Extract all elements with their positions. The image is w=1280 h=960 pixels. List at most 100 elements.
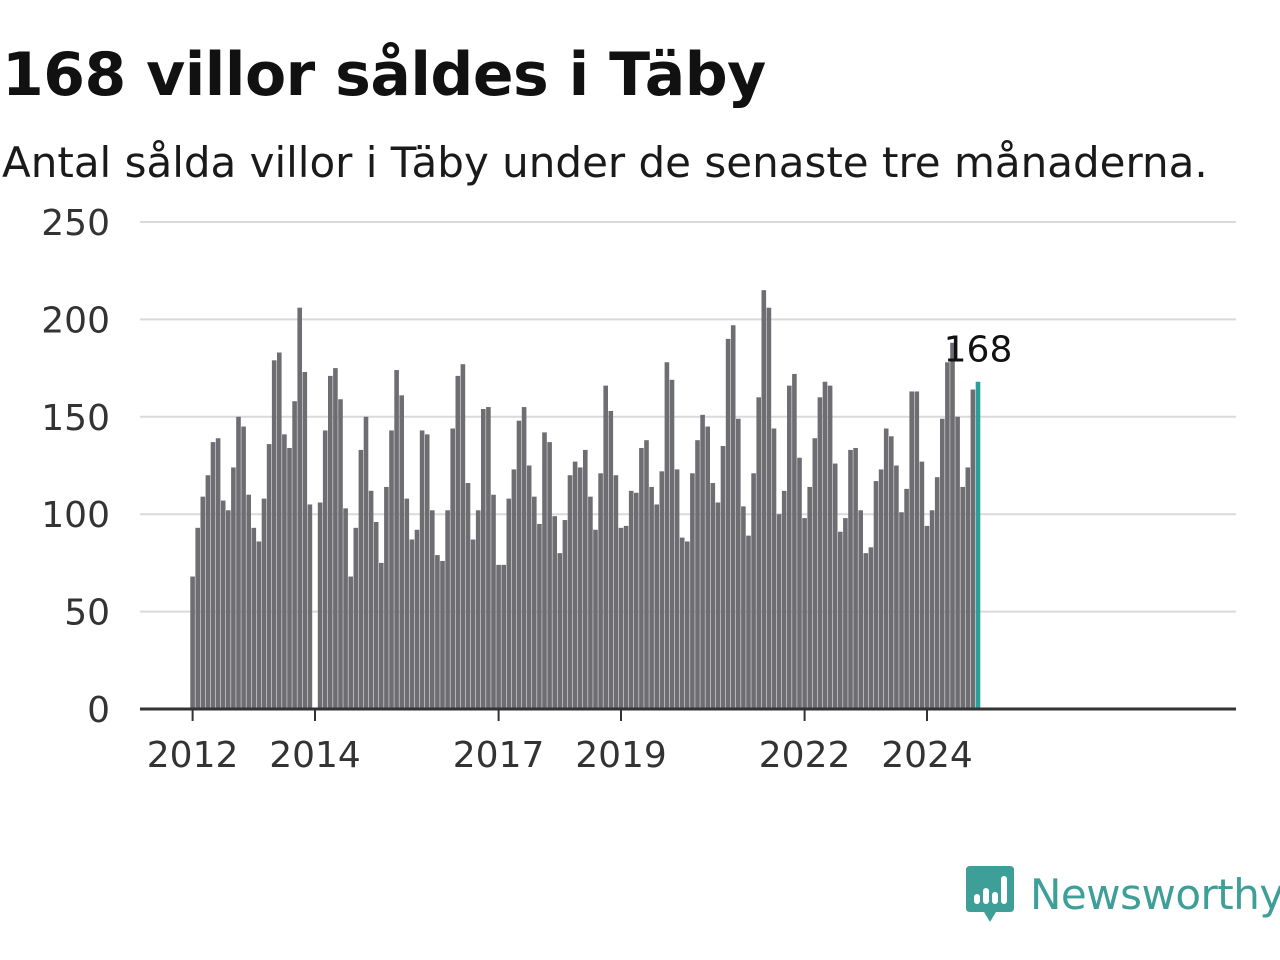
bar xyxy=(822,381,828,709)
bar xyxy=(603,385,608,709)
bar xyxy=(751,473,756,709)
bar xyxy=(526,465,532,709)
bar xyxy=(557,553,563,709)
bar xyxy=(552,516,557,709)
bar xyxy=(220,500,226,709)
bar xyxy=(409,539,415,709)
bar xyxy=(950,342,955,709)
bar xyxy=(741,506,746,709)
x-tick-label: 2024 xyxy=(881,735,973,776)
bar xyxy=(894,465,899,709)
bar xyxy=(873,481,879,709)
bar xyxy=(501,564,506,709)
bar xyxy=(572,461,578,709)
newsworthy-logo-icon xyxy=(966,866,1014,922)
y-tick-label: 150 xyxy=(41,398,110,439)
bar xyxy=(328,375,333,709)
y-tick-label: 100 xyxy=(41,495,110,536)
bar xyxy=(394,370,399,709)
bar xyxy=(292,401,297,709)
bar xyxy=(634,492,639,709)
bar xyxy=(251,527,257,709)
bar xyxy=(226,510,231,709)
x-tick-label: 2022 xyxy=(759,735,851,776)
bar xyxy=(241,426,246,709)
bar xyxy=(940,418,945,709)
chart-title: 168 villor såldes i Täby xyxy=(2,40,766,110)
bar xyxy=(455,375,461,709)
bar xyxy=(404,498,410,709)
bar xyxy=(914,391,920,709)
bar xyxy=(577,467,583,709)
last-value-label: 168 xyxy=(944,330,1013,371)
bar xyxy=(195,527,200,709)
bar xyxy=(889,436,894,709)
bar xyxy=(287,447,292,709)
bar xyxy=(297,307,302,709)
bar xyxy=(883,428,889,709)
bar xyxy=(878,469,884,709)
bar xyxy=(261,498,267,709)
bar xyxy=(317,502,323,709)
bar xyxy=(516,420,522,709)
bar xyxy=(399,395,404,709)
bar xyxy=(414,529,420,709)
y-tick-label: 250 xyxy=(41,203,110,244)
bar xyxy=(460,364,466,709)
brand-name: Newsworthy xyxy=(1030,869,1280,919)
bar xyxy=(725,338,731,709)
x-tick-label: 2017 xyxy=(453,735,545,776)
bar xyxy=(669,379,675,709)
bar xyxy=(475,510,481,709)
bar xyxy=(302,372,308,709)
bar xyxy=(858,510,863,709)
bar xyxy=(373,521,379,709)
bar xyxy=(246,494,251,709)
bar xyxy=(730,325,736,709)
bar xyxy=(491,494,496,709)
bar xyxy=(338,399,343,709)
bar xyxy=(827,385,833,709)
chart-subtitle: Antal sålda villor i Täby under de senas… xyxy=(2,138,1208,187)
bar xyxy=(496,564,501,709)
bar xyxy=(843,518,848,709)
bar xyxy=(200,496,206,709)
bar xyxy=(511,469,517,709)
bar xyxy=(424,434,430,709)
bar xyxy=(353,527,359,709)
bar xyxy=(588,496,593,709)
bar xyxy=(190,576,195,709)
x-tick-label: 2019 xyxy=(575,735,667,776)
bar xyxy=(690,473,695,709)
bar xyxy=(333,368,338,709)
bar xyxy=(623,525,629,709)
bar xyxy=(832,463,838,709)
bar xyxy=(618,527,624,709)
bar xyxy=(583,449,588,709)
bar xyxy=(593,529,598,709)
bar xyxy=(231,467,236,709)
bar-highlight xyxy=(975,381,981,709)
bar xyxy=(736,418,741,709)
bar xyxy=(450,428,455,709)
bar xyxy=(715,502,721,709)
y-tick-label: 50 xyxy=(64,593,110,634)
bar xyxy=(919,461,925,709)
bar xyxy=(440,560,445,709)
bar xyxy=(649,486,654,709)
bar xyxy=(720,446,726,709)
bar xyxy=(679,537,685,709)
bar xyxy=(787,385,792,709)
bar xyxy=(547,442,552,709)
bar xyxy=(481,409,486,709)
bar xyxy=(955,416,960,709)
bar xyxy=(848,449,853,709)
bar xyxy=(256,541,262,709)
bar xyxy=(863,553,869,709)
bar xyxy=(542,432,547,709)
bar xyxy=(965,467,971,709)
bar xyxy=(358,449,364,709)
bar xyxy=(838,531,843,709)
bar xyxy=(470,539,476,709)
bar xyxy=(628,490,634,709)
